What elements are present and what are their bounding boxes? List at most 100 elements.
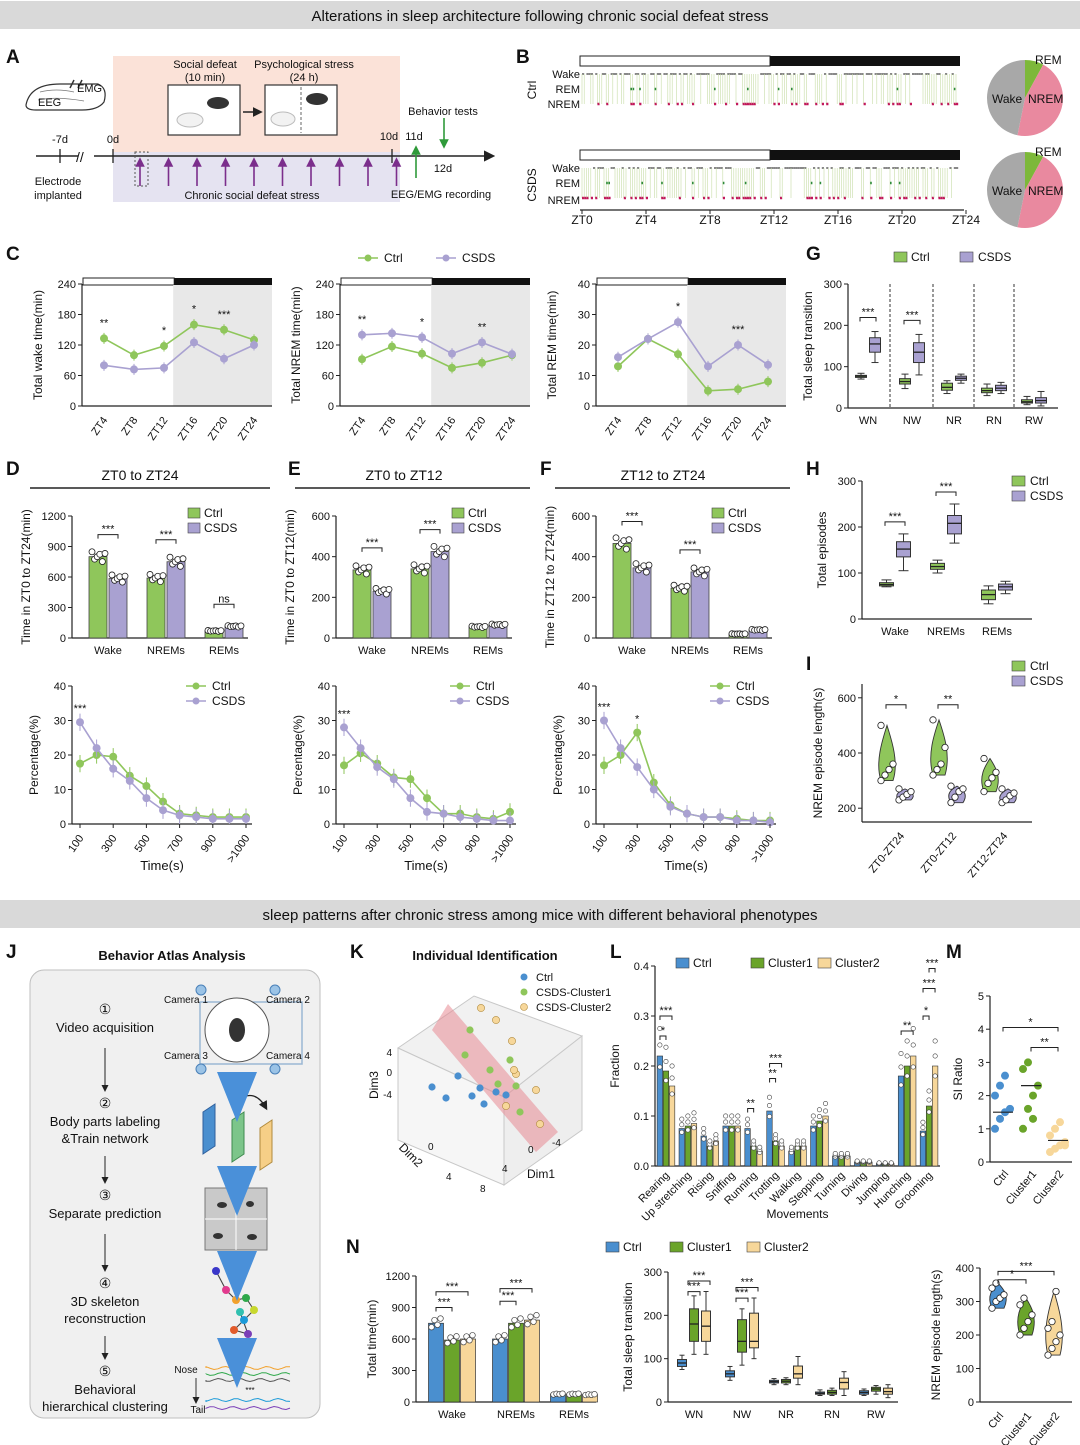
sample-dot [816, 1123, 822, 1129]
legend-swatch [187, 507, 201, 519]
cluster-point [486, 1066, 494, 1074]
sample-dot [508, 1324, 515, 1331]
sig-label: ** [768, 1068, 777, 1080]
bar [925, 1105, 933, 1167]
x-tick-label: ZT0-ZT12 [919, 830, 960, 875]
stress-arrows [135, 157, 402, 186]
light-phase-bar [82, 277, 175, 286]
sig-bracket [922, 988, 936, 993]
panel-letter-C: C [6, 244, 20, 265]
K-legend-c2: CSDS-Cluster2 [536, 1002, 611, 1014]
bar [678, 1128, 685, 1167]
sample-dot [920, 1125, 926, 1131]
sample-dot [910, 1064, 916, 1070]
day-0: 0d [107, 134, 119, 146]
sample-dot [691, 1110, 697, 1116]
x-tick-label: ZT8 [377, 415, 398, 438]
middle-banner [0, 900, 1080, 928]
sig-label: ns [218, 593, 230, 605]
x-tick-label: Ctrl [986, 1410, 1006, 1431]
sample-dot [420, 569, 428, 577]
x-tick-label: REMs [209, 645, 239, 657]
nose-label: Nose [174, 1365, 198, 1376]
y-tick-label: 0 [60, 633, 66, 645]
legend-swatch [711, 522, 725, 534]
sig-label: ** [358, 314, 367, 326]
y-tick-label: 400 [572, 552, 590, 564]
sample-dot [932, 1053, 938, 1059]
data-point [418, 349, 426, 358]
y-axis-label: Fraction [608, 1044, 622, 1087]
sample-dot [823, 1101, 829, 1107]
legend-label: Cluster1 [768, 956, 813, 970]
box [749, 1312, 759, 1349]
y-tick-label: 30 [318, 716, 330, 728]
x-tick-label: ZT8 [119, 415, 140, 438]
legend-swatch [893, 251, 908, 263]
y-tick-label: 300 [956, 1297, 974, 1309]
data-point [192, 813, 201, 822]
sample-dot [761, 626, 769, 633]
series-line [617, 337, 769, 392]
y-axis-label: Percentage(%) [551, 715, 565, 795]
x-tick-label: 900 [463, 833, 483, 855]
data-point [358, 330, 366, 339]
sample-dot [176, 562, 184, 570]
x-tick-label: ZT24 [494, 415, 519, 443]
pie-rem [1025, 152, 1044, 190]
pie-label-nrem: NREM [1028, 92, 1063, 106]
state-wake-2: Wake [552, 163, 580, 175]
sample-dot [685, 1113, 691, 1119]
camera-3-label: Camera 3 [164, 1051, 208, 1062]
y-tick-label: 0 [70, 401, 76, 413]
sample-dot [937, 760, 945, 768]
sample-dot [99, 558, 106, 565]
x-axis-label: Movements [766, 1207, 828, 1221]
K-legend-ctrl: Ctrl [536, 972, 553, 984]
electrode-label: Electrode [35, 176, 81, 188]
x-tick-label: NW [903, 415, 922, 427]
bar [744, 1128, 751, 1167]
sig-label: *** [906, 309, 920, 321]
y-tick-label: 0 [850, 614, 856, 626]
y-tick-label: 300 [824, 279, 842, 291]
y-axis-label: NREM episode length(s) [811, 688, 825, 819]
cluster-point [508, 1037, 516, 1045]
bar [669, 1085, 676, 1167]
legend-label: Ctrl [1030, 659, 1049, 673]
pie-wake [987, 60, 1025, 136]
x-tick-label: 100 [590, 833, 610, 855]
series-line [103, 323, 255, 357]
sig-label: *** [940, 481, 954, 493]
sample-dot [723, 1127, 729, 1133]
x-tick-label: RN [824, 1409, 840, 1421]
legend-label: Ctrl [476, 679, 495, 693]
data-point [109, 752, 118, 761]
data-point [340, 761, 348, 770]
light-bar [579, 55, 771, 67]
camera-4-label: Camera 4 [266, 1051, 310, 1062]
y-tick-label: 40 [318, 681, 330, 693]
bar [430, 551, 450, 639]
sig-label: *** [598, 702, 612, 714]
step-label: Separate prediction [49, 1206, 162, 1221]
sample-dot [527, 1313, 534, 1320]
sample-dot [810, 1119, 816, 1125]
sig-bracket [687, 1291, 701, 1296]
x-tick-label: ZT0 [571, 213, 593, 227]
step-label-2: &Train network [62, 1131, 149, 1146]
sample-dot [988, 774, 996, 782]
legend-swatch [451, 522, 465, 534]
sample-dot [745, 1116, 751, 1122]
chart-E1: 0 200 400 600 Time in ZT0 to ZT12(min) Wake NR… [283, 506, 512, 657]
x-tick-label: WN [859, 415, 877, 427]
sample-dot [904, 1038, 910, 1044]
data-point [190, 320, 198, 329]
x-tick-label: ZT20 [720, 415, 745, 443]
chart-N3: 0 100 200 300 400 NREM episode length(s) Ctrl C… [929, 1260, 1072, 1445]
bar [734, 1125, 741, 1167]
x-tick-label: ZT24 [236, 415, 261, 443]
dark-phase-bar [174, 278, 272, 285]
pie-wake [987, 152, 1025, 228]
title-F: ZT12 to ZT24 [621, 467, 706, 483]
